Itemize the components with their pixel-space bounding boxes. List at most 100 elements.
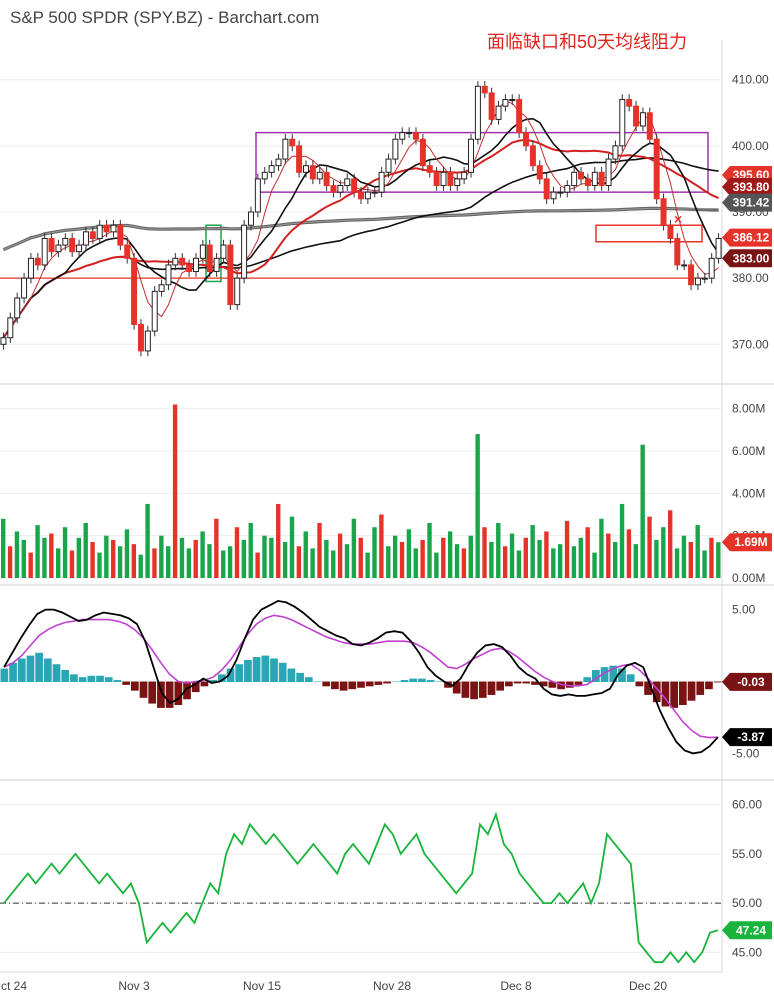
volume-bar [516, 550, 522, 578]
macd-histogram-bar [35, 652, 43, 682]
macd-histogram-bar [713, 681, 722, 683]
volume-bar [351, 518, 357, 578]
macd-histogram-bar [618, 668, 626, 682]
macd-histogram-bar [70, 674, 78, 682]
macd-histogram-bar [17, 658, 26, 682]
rsi-tick-label: 55.00 [732, 847, 762, 861]
price-candle [447, 167, 454, 191]
volume-bar [166, 546, 171, 578]
macd-histogram-bar [426, 680, 435, 682]
macd-histogram-bar [148, 681, 157, 704]
volume-bar [200, 531, 205, 578]
volume-bar [14, 531, 20, 578]
volume-bar [28, 552, 33, 578]
macd-histogram-bar [244, 659, 252, 682]
price-candle [41, 233, 48, 271]
price-candle [302, 160, 309, 178]
price-candle [69, 233, 76, 257]
macd-histogram-bar [191, 681, 200, 693]
volume-bar [654, 539, 659, 578]
value-tag: 1.69M [722, 533, 772, 552]
price-candle [103, 219, 110, 238]
volume-bar [76, 537, 82, 578]
price-candle [536, 160, 543, 185]
price-candle [639, 107, 646, 132]
macd-histogram-bar [696, 681, 705, 695]
volume-bar [248, 522, 253, 578]
volume-bar [207, 544, 212, 578]
macd-histogram-bar [339, 681, 348, 691]
price-candle [110, 219, 117, 238]
volume-bar [104, 535, 109, 578]
price-candle [433, 167, 440, 191]
rsi-tick-label: 45.00 [732, 945, 762, 959]
macd-histogram-bar [26, 655, 35, 682]
volume-bar [337, 533, 343, 578]
gap-box [595, 224, 703, 243]
consolidation-box [255, 131, 709, 193]
volume-bar [255, 552, 260, 578]
volume-bar [90, 542, 95, 578]
price-candle [192, 253, 199, 277]
price-candle [275, 153, 282, 171]
price-candle [158, 279, 165, 297]
volume-tick-label: 6.00M [732, 444, 765, 458]
price-candle [591, 167, 598, 191]
macd-histogram-bar [652, 681, 661, 703]
value-tag-label: 391.42 [733, 196, 770, 210]
macd-histogram-bar [583, 677, 592, 682]
price-candle [474, 81, 481, 145]
volume-bar [172, 404, 178, 578]
value-tag-label: -0.03 [737, 675, 765, 689]
volume-bar [523, 537, 528, 578]
volume-bar [667, 510, 673, 578]
price-candle [392, 133, 399, 165]
volume-bar [186, 548, 192, 578]
macd-line [3, 599, 719, 755]
volume-bar [296, 546, 302, 578]
price-candle [708, 253, 715, 284]
x-tick-label: ct 24 [1, 979, 27, 993]
price-candle [199, 239, 206, 264]
x-tick-label: Nov 15 [243, 979, 281, 993]
price-candle [502, 94, 509, 112]
x-tick-label: Dec 20 [629, 979, 667, 993]
macd-histogram-bar [470, 681, 478, 700]
volume-bar [289, 516, 295, 578]
price-candle [179, 253, 186, 271]
macd-histogram-bar [139, 681, 148, 698]
macd-histogram-bar [496, 681, 505, 691]
volume-bar [544, 531, 549, 578]
price-candle [619, 94, 626, 152]
macd-histogram-bar [592, 669, 600, 682]
price-candle [151, 286, 158, 337]
volume-bar [585, 527, 590, 578]
macd-histogram-bar [0, 668, 9, 682]
price-candle [14, 292, 21, 324]
x-tick-label: Nov 3 [118, 979, 150, 993]
volume-bar [138, 554, 143, 578]
macd-histogram-bar [278, 662, 287, 682]
volume-bar [97, 552, 102, 578]
volume-bar [502, 546, 508, 578]
price-candle [316, 167, 323, 185]
price-candle [76, 239, 83, 257]
volume-bar [117, 546, 123, 578]
price-candle [89, 226, 96, 244]
volume-bar [111, 539, 116, 578]
value-tag: 393.80 [722, 177, 772, 196]
macd-histogram-bar [296, 672, 304, 682]
price-candle [55, 239, 62, 257]
volume-bar [413, 548, 418, 578]
value-tag-label: 47.24 [736, 923, 766, 937]
volume-tick-label: 4.00M [732, 486, 765, 500]
price-candle [234, 272, 241, 310]
price-candle [323, 167, 330, 191]
price-candle [626, 94, 633, 112]
volume-bar [83, 522, 88, 578]
volume-bar [399, 542, 405, 578]
macd-histogram-bar [418, 678, 426, 682]
macd-histogram-bar [400, 680, 409, 682]
price-candle [419, 133, 426, 171]
volume-bar [358, 537, 363, 578]
